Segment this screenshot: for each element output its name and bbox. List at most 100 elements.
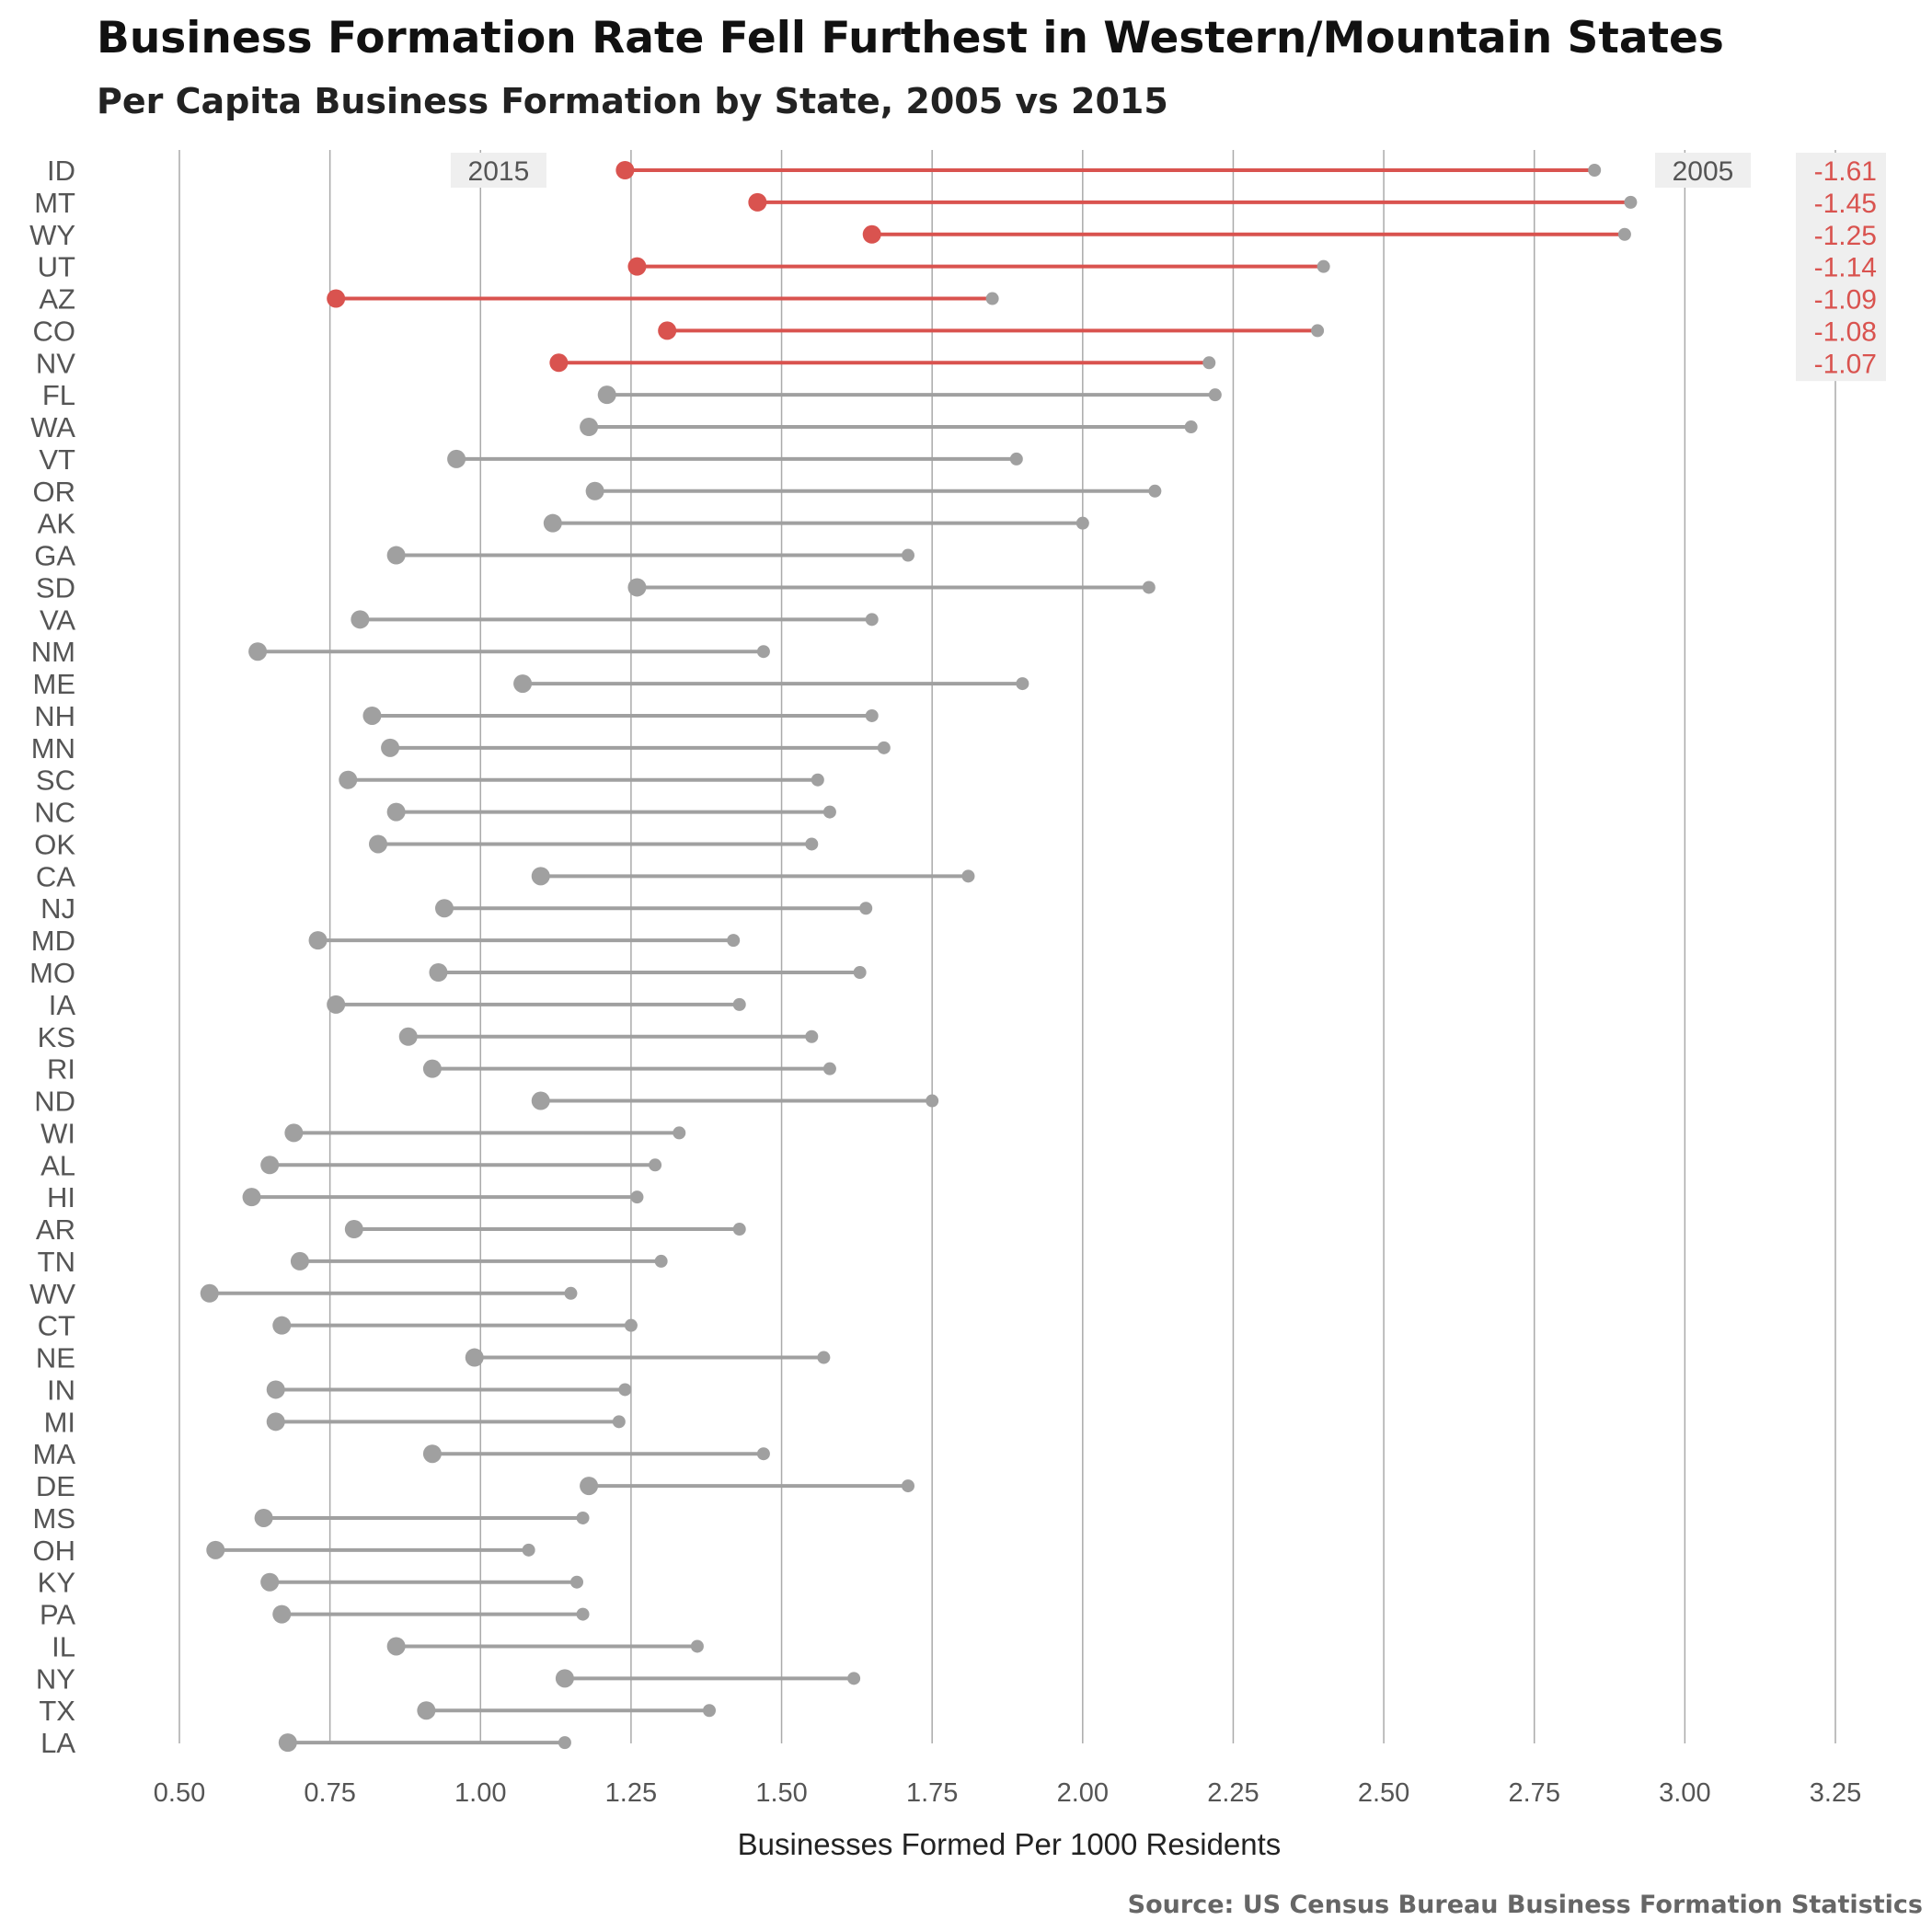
- label-boxes: [450, 153, 1886, 382]
- y-tick-label: NM: [31, 636, 75, 668]
- point-2005: [756, 645, 770, 659]
- point-2015: [429, 963, 448, 982]
- point-2005: [1075, 516, 1089, 530]
- y-tick-label: IL: [52, 1630, 75, 1662]
- y-tick-label: WY: [29, 219, 75, 251]
- point-2005: [1208, 388, 1222, 402]
- point-2005: [1311, 324, 1325, 338]
- y-tick-label: ND: [34, 1086, 75, 1118]
- point-2005: [853, 966, 867, 979]
- point-2015: [597, 385, 616, 405]
- point-2015: [284, 1123, 304, 1143]
- y-tick-label: FL: [42, 379, 75, 411]
- point-2005: [1617, 227, 1631, 241]
- y-tick-label: TN: [38, 1246, 75, 1278]
- y-tick-label: ME: [33, 668, 76, 700]
- y-tick-label: MI: [44, 1406, 75, 1438]
- point-2005: [673, 1126, 686, 1140]
- point-2005: [1142, 581, 1156, 594]
- chart-title: Business Formation Rate Fell Furthest in…: [97, 13, 1724, 63]
- y-tick-label: KY: [38, 1567, 75, 1599]
- point-2005: [732, 1223, 746, 1236]
- point-2005: [822, 805, 836, 819]
- point-2015: [362, 706, 382, 725]
- point-2015: [435, 899, 454, 918]
- y-tick-label: AK: [38, 508, 76, 540]
- point-2015: [242, 1188, 261, 1207]
- point-2005: [576, 1511, 590, 1524]
- point-2015: [386, 1637, 406, 1656]
- point-2015: [465, 1348, 484, 1367]
- point-2015: [266, 1412, 285, 1432]
- y-tick-label: HI: [47, 1181, 75, 1213]
- point-2015: [447, 449, 466, 468]
- gridlines: [178, 150, 1836, 1743]
- x-tick-label: 1.50: [755, 1778, 807, 1808]
- point-2005: [847, 1672, 861, 1685]
- change-value-label: -1.07: [1814, 349, 1877, 379]
- point-2015: [555, 1669, 574, 1688]
- x-tick-label: 3.25: [1810, 1778, 1861, 1808]
- point-2005: [985, 292, 999, 305]
- point-2015: [206, 1540, 225, 1559]
- y-tick-label: KS: [38, 1021, 75, 1053]
- point-2015: [513, 674, 533, 694]
- point-2015: [327, 995, 346, 1014]
- point-2015: [748, 192, 767, 212]
- point-2015: [580, 1477, 599, 1496]
- point-2005: [1016, 677, 1029, 691]
- point-2005: [564, 1286, 578, 1300]
- point-2015: [658, 321, 677, 340]
- point-2015: [386, 802, 406, 822]
- point-2005: [630, 1190, 644, 1204]
- point-2015: [278, 1733, 297, 1753]
- y-tick-label: WI: [40, 1117, 75, 1149]
- point-2015: [260, 1572, 280, 1592]
- point-2005: [877, 741, 891, 754]
- chart-subtitle: Per Capita Business Formation by State, …: [97, 81, 1168, 121]
- y-tick-label: ID: [47, 155, 75, 187]
- point-2005: [902, 548, 914, 562]
- point-2005: [902, 1479, 914, 1493]
- x-tick-label: 2.00: [1057, 1778, 1109, 1808]
- point-2005: [926, 1094, 939, 1108]
- x-tick-label: 0.75: [304, 1778, 355, 1808]
- y-tick-label: IA: [49, 989, 76, 1021]
- point-2015: [344, 1220, 363, 1239]
- y-tick-label: PA: [40, 1599, 75, 1631]
- x-tick-label: 0.50: [154, 1778, 205, 1808]
- dumbbell-segments: [207, 168, 1633, 1745]
- point-2015: [327, 289, 346, 308]
- point-2015: [254, 1508, 273, 1527]
- y-tick-label: DE: [36, 1470, 75, 1502]
- y-tick-label: OK: [34, 828, 75, 860]
- point-2005: [654, 1254, 668, 1268]
- point-2005: [732, 997, 746, 1011]
- y-tick-label: VT: [39, 443, 75, 476]
- dumbbell-points: [200, 161, 1638, 1753]
- change-value-label: -1.14: [1814, 253, 1877, 283]
- point-2005: [612, 1415, 626, 1429]
- point-2005: [1148, 484, 1162, 498]
- point-2015: [272, 1604, 292, 1624]
- point-2015: [417, 1701, 436, 1720]
- point-2015: [272, 1316, 292, 1335]
- point-2015: [862, 224, 881, 244]
- y-tick-label: CA: [36, 860, 75, 892]
- point-2015: [290, 1251, 309, 1271]
- y-tick-label: RI: [47, 1053, 75, 1086]
- point-2015: [339, 770, 358, 789]
- x-axis-title: Businesses Formed Per 1000 Residents: [738, 1827, 1282, 1861]
- y-tick-label: SC: [36, 765, 75, 797]
- y-tick-label: IN: [47, 1374, 75, 1406]
- x-tick-label: 3.00: [1659, 1778, 1710, 1808]
- point-2005: [618, 1383, 632, 1397]
- point-2015: [248, 642, 268, 661]
- y-tick-label: WA: [30, 411, 75, 443]
- point-2005: [570, 1575, 583, 1589]
- point-2005: [1202, 356, 1216, 370]
- y-tick-label: NJ: [40, 892, 75, 925]
- point-2015: [308, 931, 328, 950]
- y-tick-label: OR: [33, 476, 76, 508]
